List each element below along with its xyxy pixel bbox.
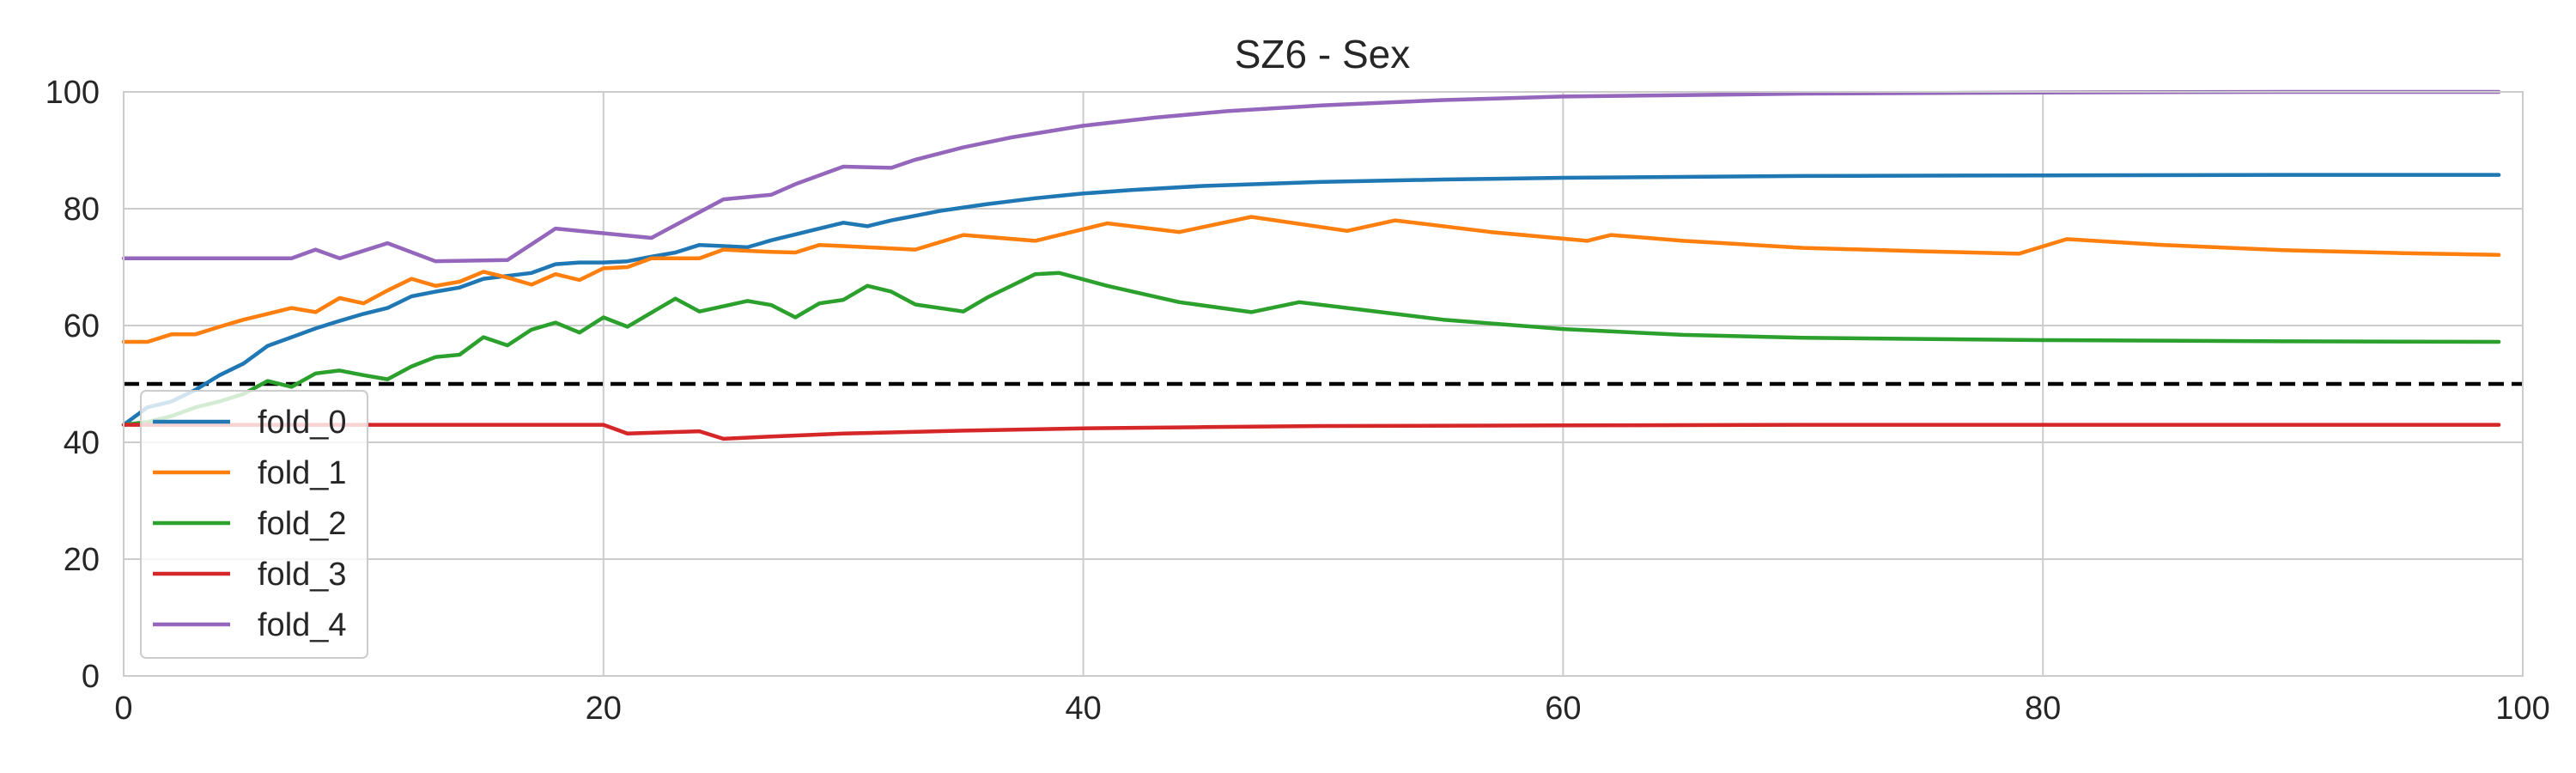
x-axis-tick-labels: 0 20 40 60 80 100 [114, 691, 2549, 727]
series-layer [121, 89, 2501, 441]
legend-label: fold_1 [258, 455, 347, 491]
plot-frame [123, 91, 2524, 677]
x-tick-label: 0 [114, 691, 132, 727]
legend-label: fold_2 [258, 506, 347, 542]
legend-label: fold_0 [258, 405, 347, 441]
legend-box [140, 390, 368, 659]
y-tick-label: 60 [64, 308, 100, 344]
legend: fold_0 fold_1 fold_2 fold_3 fold_4 [140, 390, 368, 659]
x-tick-label: 40 [1065, 691, 1101, 727]
series-line-fold-3 [121, 423, 2501, 441]
y-tick-label: 40 [64, 425, 100, 461]
legend-label: fold_4 [258, 607, 347, 643]
series-line-fold-4 [121, 89, 2501, 264]
y-tick-label: 80 [64, 192, 100, 228]
y-tick-label: 0 [82, 659, 100, 695]
y-tick-label: 100 [46, 75, 100, 111]
x-tick-label: 60 [1545, 691, 1581, 727]
legend-items: fold_0 fold_1 fold_2 fold_3 fold_4 [153, 405, 347, 643]
x-tick-label: 80 [2025, 691, 2061, 727]
chart-title: SZ6 - Sex [1235, 32, 1411, 76]
y-tick-label: 20 [64, 542, 100, 578]
series-line-fold-2 [121, 271, 2501, 427]
x-tick-label: 100 [2495, 691, 2549, 727]
y-axis-tick-labels: 0 20 40 60 80 100 [46, 75, 100, 695]
x-tick-label: 20 [586, 691, 622, 727]
legend-label: fold_3 [258, 557, 347, 593]
plot-area [121, 89, 2524, 677]
series-line-fold-0 [121, 173, 2501, 427]
series-line-fold-1 [121, 215, 2501, 344]
